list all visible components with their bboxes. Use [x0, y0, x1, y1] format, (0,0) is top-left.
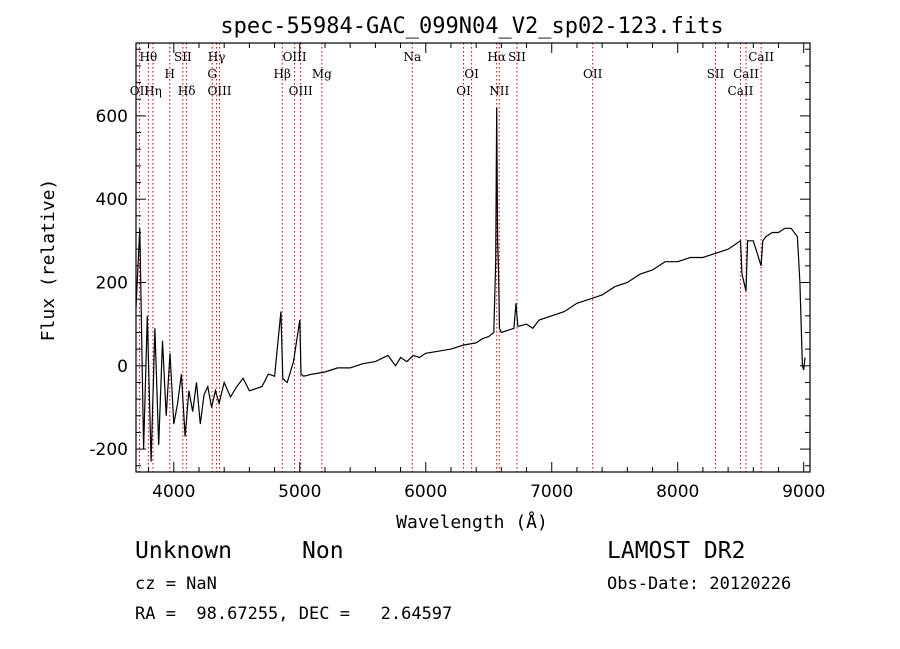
y-tick-label: 200: [96, 273, 128, 293]
spectral-line-label: SII: [508, 50, 526, 64]
spectral-line-label: OI: [464, 67, 479, 81]
spectral-line-label: NII: [489, 84, 509, 98]
spectral-line-label: Hδ: [178, 84, 196, 98]
spectral-line-label: Hθ: [139, 50, 157, 64]
plot-frame: [135, 42, 811, 473]
spectral-line-label: SII: [174, 50, 192, 64]
x-tick-label: 9000: [782, 482, 825, 502]
x-tick-label: 8000: [656, 482, 699, 502]
x-tick-label: 5000: [278, 482, 321, 502]
spectral-line-label: Hα: [487, 50, 506, 64]
spectral-line-label: Mg: [312, 67, 332, 81]
x-axis-label: Wavelength (Å): [396, 511, 548, 533]
y-axis-label: Flux (relative): [38, 179, 59, 342]
chart-title: spec-55984-GAC_099N04_V2_sp02-123.fits: [220, 14, 723, 39]
spectral-line-label: H: [165, 67, 175, 81]
spectral-line-label: OI: [456, 84, 471, 98]
spectral-line-label: CaII: [733, 67, 759, 81]
spectral-line-label: Na: [403, 50, 421, 64]
spectral-line-label: OII: [583, 67, 603, 81]
spectral-line-label: Hη: [144, 84, 162, 98]
y-tick-label: -200: [89, 440, 128, 460]
object-class: Unknown: [135, 538, 232, 564]
y-tick-label: 400: [96, 190, 128, 210]
spectral-line-label: OIII: [207, 84, 231, 98]
spectral-line-label: CaII: [748, 50, 774, 64]
ra-dec-coords: RA = 98.67255, DEC = 2.64597: [135, 604, 453, 624]
y-tick-label: 600: [96, 107, 128, 127]
spectral-line-label: CaII: [728, 84, 754, 98]
object-subclass: Non: [302, 538, 344, 564]
spectral-line-label: OIII: [289, 84, 313, 98]
spectral-line-label: SII: [707, 67, 725, 81]
spectral-line-label: Hβ: [274, 67, 291, 81]
spectral-line-label: OIII: [283, 50, 307, 64]
survey-name: LAMOST DR2: [607, 538, 746, 564]
x-tick-label: 7000: [530, 482, 573, 502]
spectral-line-label: Hγ: [208, 50, 226, 64]
spectral-line-label: OII: [130, 84, 150, 98]
spectrum-line: [135, 107, 806, 462]
y-tick-label: 0: [117, 357, 128, 377]
x-tick-label: 6000: [404, 482, 447, 502]
redshift-cz: cz = NaN: [135, 574, 217, 594]
obs-date: Obs-Date: 20120226: [607, 574, 792, 594]
spectral-line-label: G: [207, 67, 217, 81]
x-tick-label: 4000: [152, 482, 195, 502]
